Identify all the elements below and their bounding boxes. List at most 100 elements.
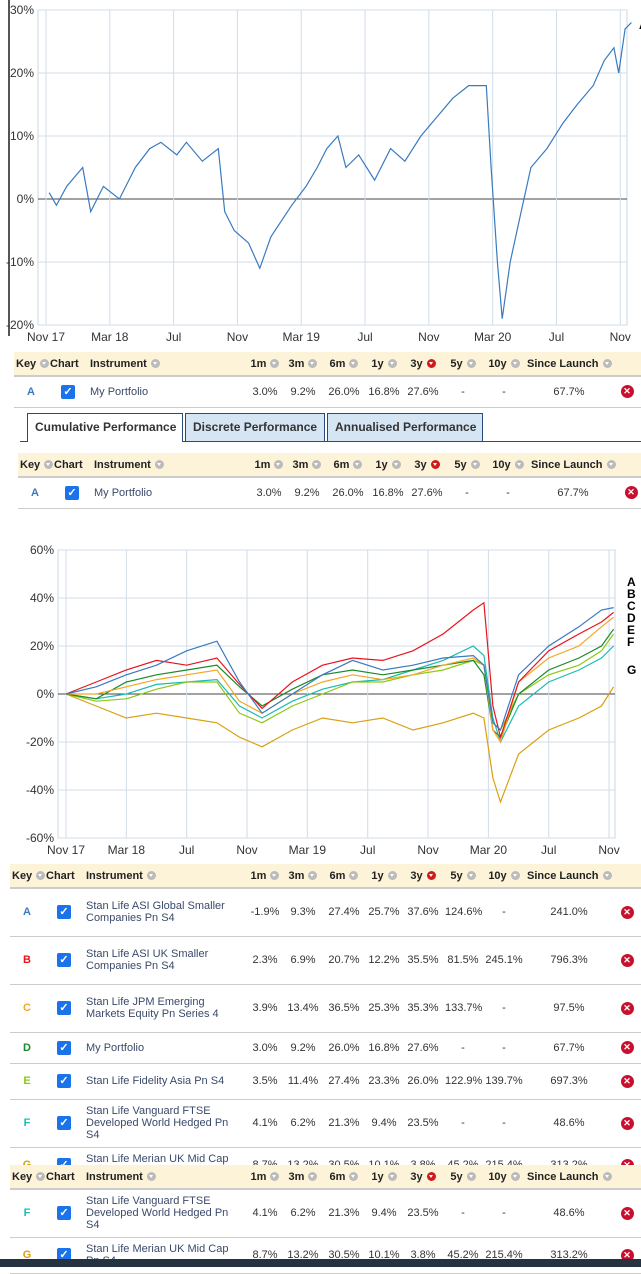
- column-header-instrument[interactable]: Instrument: [92, 453, 242, 478]
- column-header-chart[interactable]: Chart: [44, 864, 84, 889]
- sort-icon[interactable]: [510, 1172, 520, 1182]
- remove-cell[interactable]: ✕: [617, 477, 641, 509]
- remove-icon[interactable]: ✕: [620, 1116, 634, 1130]
- chart-checkbox[interactable]: ✓: [57, 1116, 71, 1130]
- column-header-m1[interactable]: 1m: [251, 453, 287, 478]
- column-header-instrument[interactable]: Instrument: [84, 864, 234, 889]
- instrument-name[interactable]: My Portfolio: [88, 376, 238, 408]
- sort-desc-active-icon[interactable]: [430, 460, 440, 470]
- column-header-instrument[interactable]: Instrument: [88, 352, 238, 377]
- sort-desc-active-icon[interactable]: [426, 359, 436, 369]
- column-header-chart[interactable]: Chart: [48, 352, 88, 377]
- remove-cell[interactable]: ✕: [613, 888, 641, 937]
- chart-checkbox-cell[interactable]: ✓: [44, 936, 84, 985]
- sort-icon[interactable]: [349, 871, 359, 881]
- column-header-instrument[interactable]: Instrument: [84, 1165, 234, 1190]
- tab-cumulative-performance[interactable]: Cumulative Performance: [27, 413, 183, 442]
- column-header-m3[interactable]: 3m: [283, 864, 323, 889]
- column-header-m1[interactable]: 1m: [247, 1165, 283, 1190]
- remove-icon[interactable]: ✕: [624, 486, 638, 500]
- column-header-key[interactable]: Key: [18, 453, 54, 478]
- chart-checkbox[interactable]: ✓: [57, 1248, 71, 1262]
- instrument-name[interactable]: Stan Life Fidelity Asia Pn S4: [84, 1063, 234, 1100]
- column-header-y1[interactable]: 1y: [365, 352, 403, 377]
- instrument-name[interactable]: Stan Life JPM Emerging Markets Equity Pn…: [84, 984, 234, 1033]
- sort-icon[interactable]: [36, 1172, 46, 1182]
- remove-cell[interactable]: ✕: [613, 1189, 641, 1238]
- sort-icon[interactable]: [466, 871, 476, 881]
- sort-icon[interactable]: [270, 1172, 280, 1182]
- sort-icon[interactable]: [514, 460, 524, 470]
- column-header-y5[interactable]: 5y: [443, 1165, 483, 1190]
- sort-desc-active-icon[interactable]: [426, 1172, 436, 1182]
- sort-icon[interactable]: [470, 460, 480, 470]
- instrument-name[interactable]: My Portfolio: [92, 477, 242, 509]
- sort-icon[interactable]: [44, 460, 54, 470]
- column-header-y10[interactable]: 10y: [487, 453, 529, 478]
- sort-icon[interactable]: [466, 1172, 476, 1182]
- chart-checkbox-cell[interactable]: ✓: [44, 1032, 84, 1064]
- column-header-y10[interactable]: 10y: [483, 864, 525, 889]
- column-header-chart[interactable]: Chart: [52, 453, 92, 478]
- instrument-name[interactable]: My Portfolio: [84, 1032, 234, 1064]
- sort-icon[interactable]: [36, 871, 46, 881]
- column-header-y3[interactable]: 3y: [403, 864, 443, 889]
- remove-icon[interactable]: ✕: [620, 385, 634, 399]
- remove-icon[interactable]: ✕: [620, 1041, 634, 1054]
- column-header-y10[interactable]: 10y: [483, 352, 525, 377]
- instrument-name[interactable]: Stan Life Vanguard FTSE Developed World …: [84, 1099, 234, 1148]
- sort-icon[interactable]: [466, 359, 476, 369]
- sort-icon[interactable]: [274, 460, 284, 470]
- column-header-since[interactable]: Since Launch: [529, 453, 617, 478]
- column-header-y1[interactable]: 1y: [369, 453, 407, 478]
- column-header-y3[interactable]: 3y: [403, 352, 443, 377]
- instrument-name[interactable]: Stan Life ASI UK Smaller Companies Pn S4: [84, 936, 234, 985]
- sort-icon[interactable]: [308, 359, 318, 369]
- chart-checkbox[interactable]: ✓: [65, 485, 79, 500]
- sort-desc-active-icon[interactable]: [426, 871, 436, 881]
- sort-icon[interactable]: [606, 460, 616, 470]
- sort-icon[interactable]: [387, 359, 397, 369]
- column-header-y10[interactable]: 10y: [483, 1165, 525, 1190]
- remove-cell[interactable]: ✕: [613, 984, 641, 1033]
- chart-checkbox[interactable]: ✓: [61, 384, 75, 399]
- sort-icon[interactable]: [391, 460, 401, 470]
- chart-checkbox-cell[interactable]: ✓: [44, 1063, 84, 1100]
- column-header-y1[interactable]: 1y: [365, 864, 403, 889]
- column-header-y5[interactable]: 5y: [443, 352, 483, 377]
- chart-checkbox-cell[interactable]: ✓: [52, 477, 92, 509]
- sort-icon[interactable]: [387, 871, 397, 881]
- column-header-m6[interactable]: 6m: [327, 453, 369, 478]
- remove-cell[interactable]: ✕: [613, 936, 641, 985]
- column-header-m3[interactable]: 3m: [283, 352, 323, 377]
- column-header-key[interactable]: Key: [10, 1165, 46, 1190]
- sort-icon[interactable]: [146, 1172, 156, 1182]
- remove-cell[interactable]: ✕: [613, 1032, 641, 1064]
- chart-checkbox-cell[interactable]: ✓: [44, 888, 84, 937]
- remove-icon[interactable]: ✕: [620, 1074, 634, 1088]
- remove-icon[interactable]: ✕: [620, 905, 634, 919]
- sort-icon[interactable]: [349, 359, 359, 369]
- remove-cell[interactable]: ✕: [613, 1099, 641, 1148]
- remove-icon[interactable]: ✕: [620, 1001, 634, 1015]
- sort-icon[interactable]: [353, 460, 363, 470]
- column-header-y3[interactable]: 3y: [403, 1165, 443, 1190]
- remove-icon[interactable]: ✕: [620, 1248, 634, 1262]
- column-header-m6[interactable]: 6m: [323, 864, 365, 889]
- column-header-key[interactable]: Key: [14, 352, 50, 377]
- chart-checkbox-cell[interactable]: ✓: [44, 984, 84, 1033]
- chart-checkbox[interactable]: ✓: [57, 1074, 71, 1088]
- instrument-name[interactable]: Stan Life Merian UK Mid Cap Pn S4: [84, 1237, 234, 1274]
- sort-icon[interactable]: [387, 1172, 397, 1182]
- remove-cell[interactable]: ✕: [613, 376, 641, 408]
- column-header-m1[interactable]: 1m: [247, 864, 283, 889]
- sort-icon[interactable]: [602, 359, 612, 369]
- chart-checkbox[interactable]: ✓: [57, 905, 71, 920]
- column-header-since[interactable]: Since Launch: [525, 864, 613, 889]
- remove-cell[interactable]: ✕: [613, 1063, 641, 1100]
- column-header-y5[interactable]: 5y: [443, 864, 483, 889]
- chart-checkbox-cell[interactable]: ✓: [48, 376, 88, 408]
- sort-icon[interactable]: [602, 871, 612, 881]
- sort-icon[interactable]: [308, 1172, 318, 1182]
- column-header-chart[interactable]: Chart: [44, 1165, 84, 1190]
